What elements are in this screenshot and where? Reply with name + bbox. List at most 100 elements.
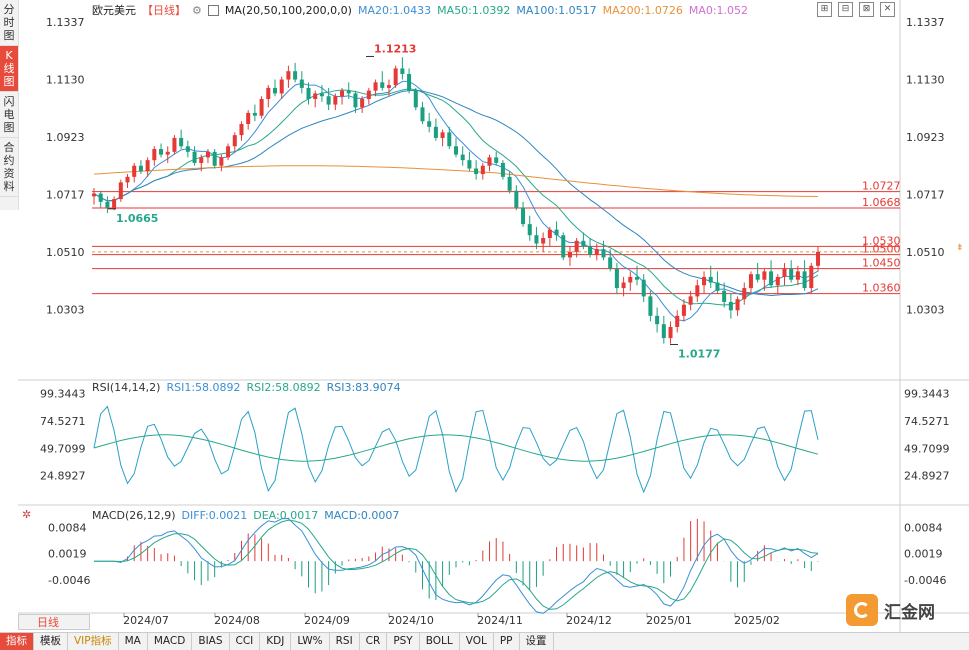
candle-body bbox=[346, 90, 351, 94]
candle-body bbox=[112, 199, 117, 208]
rsi3-value: RSI3:83.9074 bbox=[326, 381, 401, 394]
rsi-label: RSI(14,14,2) bbox=[92, 381, 161, 394]
candle-body bbox=[601, 249, 606, 258]
ma20-value: MA20:1.0433 bbox=[357, 3, 432, 17]
tab-indicators[interactable]: 指标 bbox=[0, 633, 34, 650]
price-tick-left: 1.0303 bbox=[46, 303, 85, 316]
candle-body bbox=[293, 71, 298, 80]
rsi2-line bbox=[93, 434, 819, 462]
tab-boll[interactable]: BOLL bbox=[420, 633, 460, 650]
candle-body bbox=[105, 201, 110, 208]
candle-body bbox=[91, 193, 97, 197]
rsi-tick-right: 99.3443 bbox=[904, 388, 950, 401]
x-tick-label: 2024/12 bbox=[566, 614, 612, 627]
tab-cr[interactable]: CR bbox=[360, 633, 388, 650]
tab-bias[interactable]: BIAS bbox=[192, 633, 230, 650]
tab-kdj[interactable]: KDJ bbox=[260, 633, 292, 650]
candle-body bbox=[715, 282, 720, 291]
candle-body bbox=[769, 271, 774, 286]
tab-vol[interactable]: VOL bbox=[460, 633, 494, 650]
candle-body bbox=[326, 96, 331, 105]
candle-body bbox=[574, 240, 579, 252]
candle-body bbox=[259, 99, 264, 116]
candle-body bbox=[688, 296, 693, 305]
candle-body bbox=[702, 276, 707, 286]
rsi-tick-right: 24.8927 bbox=[904, 470, 950, 483]
candle-body bbox=[199, 157, 204, 163]
x-tick-label: 2024/11 bbox=[477, 614, 523, 627]
candle-body bbox=[413, 90, 418, 108]
ma100-value: MA100:1.0517 bbox=[516, 3, 597, 17]
line-label: 1.0360 bbox=[862, 282, 901, 295]
candle-body bbox=[554, 229, 559, 236]
side-tab-contract[interactable]: 合约资料 bbox=[0, 138, 18, 197]
zoom-in-button[interactable]: ⊞ bbox=[817, 2, 832, 17]
candle-body bbox=[447, 132, 452, 147]
candle-body bbox=[474, 168, 479, 175]
fit-button[interactable]: ⊠ bbox=[859, 2, 874, 17]
candle-body bbox=[299, 79, 304, 88]
side-tab-kline[interactable]: K线图 bbox=[0, 46, 18, 92]
candle-body bbox=[594, 249, 599, 255]
candle-body bbox=[232, 135, 237, 147]
tab-rsi[interactable]: RSI bbox=[330, 633, 360, 650]
candle-body bbox=[219, 157, 224, 166]
candle-body bbox=[648, 296, 653, 316]
side-tab-flash[interactable]: 闪电图 bbox=[0, 92, 18, 138]
ma-toggle-checkbox[interactable] bbox=[207, 4, 219, 16]
candle-body bbox=[500, 162, 505, 177]
ma-label: MA(20,50,100,200,0,0) bbox=[224, 3, 352, 17]
extreme-label: 1.1213 bbox=[374, 42, 416, 55]
x-tick-label: 2025/01 bbox=[646, 614, 692, 627]
period-label[interactable]: 【日线】 bbox=[142, 4, 186, 17]
tab-template[interactable]: 模板 bbox=[34, 633, 68, 650]
candle-body bbox=[145, 160, 150, 172]
macd-value: MACD:0.0007 bbox=[324, 509, 400, 522]
tab-settings[interactable]: 设置 bbox=[520, 633, 554, 650]
candle-body bbox=[118, 182, 123, 200]
period-button[interactable]: 日线 bbox=[18, 614, 90, 630]
crosshair-icon[interactable]: ✲ bbox=[22, 508, 32, 521]
candle-body bbox=[386, 85, 391, 88]
gear-icon[interactable]: ⚙ bbox=[192, 3, 202, 17]
rsi-tick-left: 49.7099 bbox=[40, 442, 86, 455]
indicator-tab-bar: 指标 模板 VIP指标 MA MACD BIAS CCI KDJ LW% RSI… bbox=[0, 632, 969, 650]
rsi1-value: RSI1:58.0892 bbox=[166, 381, 241, 394]
candle-body bbox=[380, 82, 385, 88]
price-tick-right: 1.0717 bbox=[906, 188, 945, 201]
tab-lw[interactable]: LW% bbox=[291, 633, 330, 650]
candle-body bbox=[795, 271, 800, 280]
ma50-value: MA50:1.0392 bbox=[437, 3, 511, 17]
side-tab-timeshare[interactable]: 分时图 bbox=[0, 0, 18, 46]
tab-macd[interactable]: MACD bbox=[148, 633, 193, 650]
candle-body bbox=[527, 224, 532, 236]
candle-body bbox=[313, 93, 318, 100]
candle-body bbox=[360, 99, 365, 108]
rsi-tick-right: 74.5271 bbox=[904, 415, 950, 428]
tab-cci[interactable]: CCI bbox=[230, 633, 261, 650]
candle-body bbox=[628, 276, 633, 283]
zoom-out-button[interactable]: ⊟ bbox=[838, 2, 853, 17]
rsi2-value: RSI2:58.0892 bbox=[246, 381, 321, 394]
x-tick-label: 2024/08 bbox=[214, 614, 260, 627]
chart-toolbar: ⊞ ⊟ ⊠ ✕ bbox=[817, 2, 895, 17]
tab-pp[interactable]: PP bbox=[494, 633, 520, 650]
line-label: 1.0530 bbox=[862, 234, 901, 247]
tab-ma[interactable]: MA bbox=[119, 633, 148, 650]
tab-psy[interactable]: PSY bbox=[387, 633, 420, 650]
candle-body bbox=[366, 90, 371, 100]
diff-value: DIFF:0.0021 bbox=[181, 509, 248, 522]
candle-body bbox=[152, 149, 157, 161]
x-tick-label: 2024/10 bbox=[388, 614, 434, 627]
candle-body bbox=[608, 257, 613, 269]
candle-body bbox=[521, 207, 526, 225]
candle-body bbox=[185, 146, 190, 152]
candle-body bbox=[661, 324, 666, 339]
candle-body bbox=[782, 268, 787, 277]
tab-vip[interactable]: VIP指标 bbox=[68, 633, 119, 650]
x-tick-label: 2025/02 bbox=[734, 614, 780, 627]
price-tick-left: 1.0923 bbox=[46, 131, 85, 144]
candle-body bbox=[507, 176, 512, 191]
candle-body bbox=[440, 132, 445, 138]
close-button[interactable]: ✕ bbox=[880, 2, 895, 17]
